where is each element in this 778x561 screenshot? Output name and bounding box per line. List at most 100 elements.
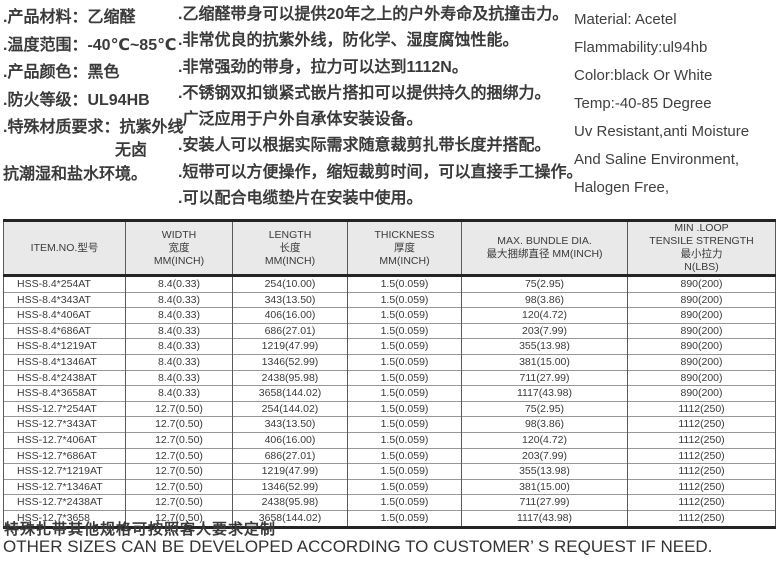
col-header-length: LENGTH 长度 MM(INCH) (232, 220, 348, 277)
table-row: HSS-12.7*254AT 12.7(0.50) 254(144.02) 1.… (3, 400, 776, 417)
cell-item-no: HSS-12.7*686AT (3, 447, 126, 464)
spec-cn-moisture-saline: 抗潮湿和盐水环境。 (3, 166, 148, 183)
table-row: HSS-8.4*254AT 8.4(0.33) 254(10.00) 1.5(0… (3, 275, 776, 293)
cell-width: 8.4(0.33) (125, 353, 233, 371)
feature-cn-cable-spacer: .可以配合电缆垫片在安装中使用。 (178, 190, 423, 208)
cell-thickness: 1.5(0.059) (347, 509, 462, 527)
cell-length: 406(16.00) (232, 431, 348, 449)
cell-length: 1219(47.99) (232, 463, 348, 480)
col-header-max-bundle-dia: MAX. BUNDLE DIA. 最大捆绑直径 MM(INCH) (461, 220, 628, 277)
cell-length: 343(13.50) (232, 416, 348, 433)
cell-length: 254(10.00) (232, 275, 348, 293)
feature-cn-strength: .非常强劲的带身，拉力可以达到1112N。 (178, 58, 468, 76)
footer-note-cn: 特殊扎带其他规格可按照客人要求定制 (4, 521, 277, 538)
cell-max-bundle-dia: 203(7.99) (461, 447, 628, 464)
spec-cn-halogen-free: 无卤 (115, 141, 148, 159)
cell-item-no: HSS-12.7*406AT (3, 431, 126, 449)
cell-item-no: HSS-12.7*1219AT (3, 463, 126, 480)
cell-max-bundle-dia: 381(15.00) (461, 353, 628, 371)
cell-item-no: HSS-12.7*1346AT (3, 478, 126, 495)
cell-item-no: HSS-12.7*2438AT (3, 494, 126, 511)
feature-cn-lifespan: .乙缩醛带身可以提供20年之上的户外寿命及抗撞击力。 (178, 6, 569, 23)
cell-min-loop-tensile: 1112(250) (627, 400, 776, 417)
cell-min-loop-tensile: 1112(250) (627, 494, 776, 511)
spec-table-header: ITEM.NO.型号 WIDTH 宽度 MM(INCH) LENGTH 长度 M… (3, 220, 776, 277)
cell-length: 254(144.02) (232, 400, 348, 417)
cell-min-loop-tensile: 890(200) (627, 369, 776, 386)
cell-length: 1346(52.99) (232, 478, 348, 495)
cell-length: 2438(95.98) (232, 494, 348, 511)
spec-en-temp: Temp:-40-85 Degree (574, 95, 712, 112)
cell-thickness: 1.5(0.059) (347, 369, 462, 386)
cell-item-no: HSS-8.4*686AT (3, 322, 126, 339)
table-row: HSS-8.4*3658AT 8.4(0.33) 3658(144.02) 1.… (3, 385, 776, 402)
cell-width: 12.7(0.50) (125, 494, 233, 511)
cell-max-bundle-dia: 75(2.95) (461, 400, 628, 417)
table-row: HSS-12.7*1346AT 12.7(0.50) 1346(52.99) 1… (3, 478, 776, 495)
col-header-thickness: THICKNESS 厚度 MM(INCH) (347, 220, 462, 277)
cell-thickness: 1.5(0.059) (347, 494, 462, 511)
product-specs-en-block: Material: Acetel Flammability:ul94hb Col… (574, 6, 749, 202)
table-row: HSS-12.7*2438AT 12.7(0.50) 2438(95.98) 1… (3, 494, 776, 511)
cell-min-loop-tensile: 890(200) (627, 338, 776, 355)
cell-max-bundle-dia: 711(27.99) (461, 369, 628, 386)
feature-cn-short-strap: .短带可以方便操作，缩短裁剪时间，可以直接手工操作。 (178, 163, 583, 181)
cell-min-loop-tensile: 890(200) (627, 307, 776, 324)
spec-en-color: Color:black Or White (574, 67, 713, 84)
feature-cn-cut-to-length: .安装人可以根据实际需求随意裁剪扎带长度并搭配。 (178, 137, 551, 155)
cell-thickness: 1.5(0.059) (347, 431, 462, 449)
cell-item-no: HSS-8.4*343AT (3, 291, 126, 308)
table-row: HSS-12.7*343AT 12.7(0.50) 343(13.50) 1.5… (3, 416, 776, 433)
table-row: HSS-8.4*343AT 8.4(0.33) 343(13.50) 1.5(0… (3, 291, 776, 308)
table-row: HSS-8.4*1219AT 8.4(0.33) 1219(47.99) 1.5… (3, 338, 776, 355)
table-row: HSS-12.7*1219AT 12.7(0.50) 1219(47.99) 1… (3, 463, 776, 480)
product-spec-table: ITEM.NO.型号 WIDTH 宽度 MM(INCH) LENGTH 长度 M… (3, 219, 776, 529)
cell-length: 1346(52.99) (232, 353, 348, 371)
cell-min-loop-tensile: 890(200) (627, 275, 776, 293)
cell-length: 3658(144.02) (232, 509, 348, 527)
col-header-item-no: ITEM.NO.型号 (3, 220, 126, 277)
cell-width: 8.4(0.33) (125, 338, 233, 355)
cell-item-no: HSS-12.7*254AT (3, 400, 126, 417)
table-row: HSS-12.7*406AT 12.7(0.50) 406(16.00) 1.5… (3, 431, 776, 449)
cell-thickness: 1.5(0.059) (347, 322, 462, 339)
cell-thickness: 1.5(0.059) (347, 307, 462, 324)
cell-thickness: 1.5(0.059) (347, 291, 462, 308)
cell-max-bundle-dia: 381(15.00) (461, 478, 628, 495)
cell-thickness: 1.5(0.059) (347, 478, 462, 495)
cell-thickness: 1.5(0.059) (347, 353, 462, 371)
cell-length: 686(27.01) (232, 322, 348, 339)
spec-table-body: HSS-8.4*254AT 8.4(0.33) 254(10.00) 1.5(0… (3, 275, 776, 527)
cell-width: 8.4(0.33) (125, 322, 233, 339)
cell-item-no: HSS-8.4*406AT (3, 307, 126, 324)
spec-cn-color: .产品颜色：黑色 (3, 64, 120, 81)
cell-thickness: 1.5(0.059) (347, 400, 462, 417)
cell-width: 12.7(0.50) (125, 463, 233, 480)
table-row: HSS-8.4*406AT 8.4(0.33) 406(16.00) 1.5(0… (3, 307, 776, 324)
cell-max-bundle-dia: 1117(43.98) (461, 385, 628, 402)
spec-cn-flammability: .防火等级：UL94HB (3, 91, 150, 109)
cell-min-loop-tensile: 890(200) (627, 385, 776, 402)
cell-min-loop-tensile: 890(200) (627, 291, 776, 308)
cell-max-bundle-dia: 75(2.95) (461, 275, 628, 293)
cell-max-bundle-dia: 120(4.72) (461, 431, 628, 449)
cell-length: 2438(95.98) (232, 369, 348, 386)
cell-thickness: 1.5(0.059) (347, 447, 462, 464)
feature-cn-uv-chemical: .非常优良的抗紫外线，防化学、湿度腐蚀性能。 (178, 32, 519, 50)
cell-width: 12.7(0.50) (125, 509, 233, 527)
cell-width: 8.4(0.33) (125, 275, 233, 293)
cell-length: 1219(47.99) (232, 338, 348, 355)
spec-en-saline: And Saline Environment, (574, 151, 740, 168)
cell-width: 8.4(0.33) (125, 291, 233, 308)
cell-item-no: HSS-12.7*343AT (3, 416, 126, 433)
col-header-min-loop-tensile: MIN .LOOP TENSILE STRENGTH 最小拉力 N(LBS) (627, 220, 776, 277)
cell-thickness: 1.5(0.059) (347, 416, 462, 433)
cell-length: 686(27.01) (232, 447, 348, 464)
cell-max-bundle-dia: 355(13.98) (461, 338, 628, 355)
table-row: HSS-12.7*686AT 12.7(0.50) 686(27.01) 1.5… (3, 447, 776, 464)
feature-cn-buckle: .不锈钢双扣锁紧式嵌片搭扣可以提供持久的捆绑力。 (178, 84, 551, 102)
cell-max-bundle-dia: 711(27.99) (461, 494, 628, 511)
cell-length: 406(16.00) (232, 307, 348, 324)
spec-cn-material: .产品材料：乙缩醛 (3, 9, 136, 26)
cell-min-loop-tensile: 1112(250) (627, 431, 776, 449)
